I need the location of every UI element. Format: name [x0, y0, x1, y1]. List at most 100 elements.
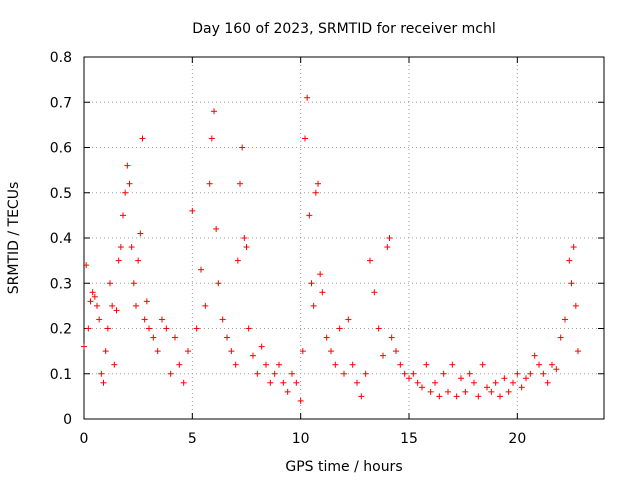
data-point: [104, 325, 111, 332]
data-point: [232, 361, 239, 368]
data-point: [167, 370, 174, 377]
y-tick-label: 0.8: [50, 50, 72, 66]
data-point: [120, 212, 126, 219]
data-point: [258, 343, 265, 350]
data-point: [423, 361, 430, 368]
data-point: [553, 366, 560, 373]
data-point: [562, 316, 568, 323]
data-point: [349, 361, 356, 368]
data-point: [466, 370, 473, 377]
data-point: [523, 375, 529, 382]
data-point: [380, 352, 386, 359]
data-point: [332, 361, 339, 368]
data-point: [280, 379, 287, 386]
data-point: [284, 388, 291, 395]
x-tick-label: 5: [188, 431, 197, 447]
data-point: [358, 393, 365, 400]
data-point: [302, 135, 308, 142]
data-point: [345, 316, 352, 323]
data-point: [98, 370, 105, 377]
data-point: [133, 302, 139, 309]
data-point: [453, 393, 460, 400]
data-point: [150, 334, 157, 341]
data-point: [388, 334, 395, 341]
data-point: [527, 370, 534, 377]
data-point: [536, 361, 542, 368]
data-point: [544, 379, 551, 386]
data-point: [386, 235, 393, 241]
data-point: [139, 135, 146, 142]
data-point: [414, 379, 421, 386]
data-point: [146, 325, 152, 332]
x-tick-label: 10: [292, 431, 310, 447]
data-point: [94, 302, 100, 309]
data-point: [159, 316, 165, 323]
data-point: [479, 361, 486, 368]
data-point: [271, 370, 278, 377]
data-point: [234, 257, 241, 264]
data-point: [211, 108, 217, 115]
data-point: [215, 280, 222, 287]
data-point: [323, 334, 330, 341]
data-point: [245, 325, 252, 332]
y-tick-label: 0.2: [50, 322, 72, 338]
grid: [84, 57, 604, 419]
data-point: [401, 370, 408, 377]
data-point: [198, 266, 204, 273]
data-point: [362, 370, 369, 377]
x-axis-label: GPS time / hours: [285, 459, 402, 475]
data-point: [163, 325, 170, 332]
data-point: [193, 325, 200, 332]
data-point: [224, 334, 230, 341]
data-point: [488, 388, 495, 395]
data-point: [436, 393, 443, 400]
data-point: [176, 361, 183, 368]
data-point: [154, 348, 161, 355]
data-points: [81, 94, 581, 404]
data-point: [250, 352, 256, 359]
x-tick-label: 20: [508, 431, 526, 447]
data-point: [237, 180, 243, 187]
data-point: [575, 348, 581, 355]
data-point: [267, 379, 274, 386]
data-point: [109, 302, 116, 309]
data-point: [514, 370, 521, 377]
data-point: [419, 384, 425, 391]
data-point: [310, 302, 317, 309]
data-point: [566, 257, 573, 264]
x-tick-label: 0: [80, 431, 89, 447]
data-point: [492, 379, 499, 386]
data-point: [549, 361, 555, 368]
data-point: [341, 370, 347, 377]
data-point: [484, 384, 490, 391]
data-point: [475, 393, 482, 400]
data-point: [570, 244, 577, 251]
data-point: [213, 225, 220, 232]
tick-labels: 0 0.1 0.2 0.3 0.4 0.5 0.6 0.7 0.8 0 5 10 15 20: [50, 50, 527, 447]
data-point: [518, 384, 525, 391]
data-point: [445, 388, 451, 395]
data-point: [130, 280, 137, 287]
data-point: [458, 375, 464, 382]
data-point: [427, 388, 434, 395]
data-point: [568, 280, 575, 287]
data-point: [293, 379, 300, 386]
data-point: [354, 379, 360, 386]
data-point: [189, 207, 196, 214]
data-point: [304, 94, 311, 101]
data-point: [406, 375, 412, 382]
data-point: [241, 235, 248, 241]
y-tick-label: 0.5: [50, 186, 72, 202]
data-point: [375, 325, 382, 332]
data-point: [319, 289, 326, 296]
y-tick-label: 0.3: [50, 276, 72, 292]
data-point: [393, 348, 399, 355]
y-tick-label: 0.4: [50, 231, 72, 247]
data-point: [208, 135, 215, 142]
data-point: [317, 271, 324, 278]
data-point: [81, 343, 87, 350]
data-point: [128, 244, 135, 251]
x-tick-label: 15: [400, 431, 418, 447]
data-point: [96, 316, 103, 323]
